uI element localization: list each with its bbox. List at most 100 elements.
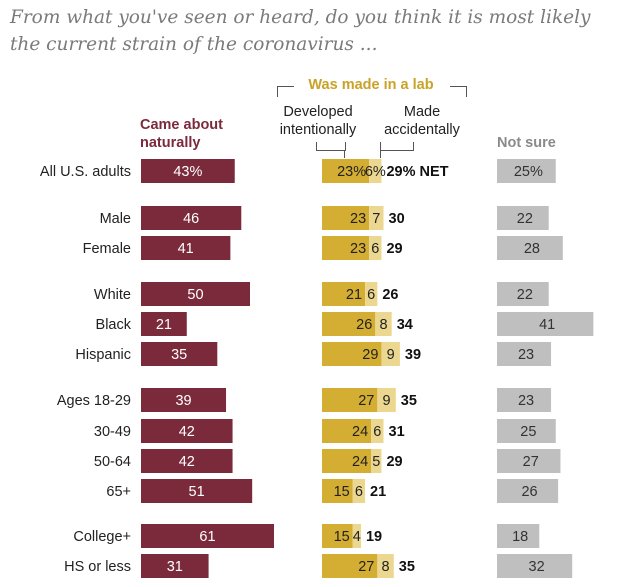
header-developed-intentionally: Developed intentionally	[279, 104, 357, 138]
label-came-about-naturally: 31	[167, 559, 183, 575]
bar-developed-intentionally	[322, 554, 378, 578]
bar-not-sure	[497, 479, 559, 503]
label-not-sure: 22	[517, 211, 533, 227]
label-developed-intentionally: 23	[350, 241, 366, 257]
label-not-sure: 23	[518, 393, 534, 409]
label-came-about-naturally: 51	[189, 484, 205, 500]
label-made-accidentally: 9	[387, 347, 395, 363]
label-not-sure: 41	[539, 317, 555, 333]
label-developed-intentionally: 26	[356, 317, 372, 333]
dev-pointer-stem	[344, 150, 345, 158]
label-made-accidentally: 4	[353, 529, 361, 545]
dev-pointer	[316, 142, 346, 151]
label-developed-intentionally: 24	[352, 454, 368, 470]
label-not-sure: 18	[512, 529, 528, 545]
bar-not-sure	[497, 449, 561, 473]
label-made-accidentally: 8	[379, 317, 387, 333]
bar-made-accidentally	[369, 159, 382, 183]
bar-made-accidentally	[375, 312, 392, 336]
bar-came-about-naturally	[141, 554, 209, 578]
label-not-sure: 23	[518, 347, 534, 363]
category-label: All U.S. adults	[40, 164, 131, 180]
label-developed-intentionally: 23	[350, 211, 366, 227]
label-not-sure: 32	[529, 559, 545, 575]
category-label: Hispanic	[75, 347, 131, 363]
category-label: Ages 18-29	[57, 393, 131, 409]
bar-came-about-naturally	[141, 524, 274, 548]
label-net: 35	[399, 559, 415, 575]
bar-came-about-naturally	[141, 449, 233, 473]
bar-developed-intentionally	[322, 449, 372, 473]
label-made-accidentally: 6	[355, 484, 363, 500]
label-not-sure: 22	[517, 287, 533, 303]
bar-came-about-naturally	[141, 479, 253, 503]
label-made-accidentally: 8	[382, 559, 390, 575]
label-came-about-naturally: 42	[179, 454, 195, 470]
category-label: White	[94, 287, 131, 303]
bar-developed-intentionally	[322, 388, 378, 412]
label-made-accidentally: 6%	[365, 164, 386, 180]
label-net: 39	[405, 347, 421, 363]
bar-developed-intentionally	[322, 419, 372, 443]
bar-not-sure	[497, 524, 540, 548]
bar-came-about-naturally	[141, 159, 235, 183]
label-made-accidentally: 9	[383, 393, 391, 409]
label-came-about-naturally: 50	[187, 287, 203, 303]
category-label: Black	[96, 317, 132, 333]
label-net: 21	[370, 484, 386, 500]
bar-came-about-naturally	[141, 282, 250, 306]
bar-developed-intentionally	[322, 524, 353, 548]
label-developed-intentionally: 15	[334, 529, 350, 545]
label-came-about-naturally: 43%	[173, 164, 202, 180]
label-developed-intentionally: 27	[358, 393, 374, 409]
bar-made-accidentally	[381, 342, 400, 366]
label-developed-intentionally: 23%	[337, 164, 366, 180]
bar-developed-intentionally	[322, 236, 370, 260]
bar-made-accidentally	[352, 479, 366, 503]
label-net: 29	[386, 454, 402, 470]
category-label: College+	[73, 529, 131, 545]
bar-developed-intentionally	[322, 206, 370, 230]
label-developed-intentionally: 29	[362, 347, 378, 363]
label-came-about-naturally: 46	[183, 211, 199, 227]
label-net: 29	[386, 241, 402, 257]
bar-made-accidentally	[371, 449, 382, 473]
bar-came-about-naturally	[141, 419, 233, 443]
bar-made-accidentally	[365, 282, 378, 306]
bar-made-accidentally	[371, 419, 384, 443]
label-came-about-naturally: 39	[175, 393, 191, 409]
bar-not-sure	[497, 236, 563, 260]
bar-came-about-naturally	[141, 388, 227, 412]
bar-developed-intentionally	[322, 342, 382, 366]
label-made-accidentally: 6	[371, 241, 379, 257]
bar-developed-intentionally	[322, 479, 353, 503]
header-came-about-naturally: Came about naturally	[140, 117, 223, 151]
label-net: 19	[366, 529, 382, 545]
label-developed-intentionally: 24	[352, 424, 368, 440]
category-label: Female	[83, 241, 131, 257]
category-label: Male	[100, 211, 131, 227]
label-not-sure: 25	[520, 424, 536, 440]
bar-developed-intentionally	[322, 159, 370, 183]
category-label: 50-64	[94, 454, 131, 470]
label-not-sure: 27	[523, 454, 539, 470]
bar-came-about-naturally	[141, 206, 242, 230]
label-net: 26	[382, 287, 398, 303]
acc-pointer-stem	[380, 150, 381, 158]
header-was-made-in-a-lab: Was made in a lab	[308, 77, 434, 93]
bar-not-sure	[497, 159, 556, 183]
label-net: 31	[389, 424, 405, 440]
category-label: 65+	[106, 484, 131, 500]
bar-not-sure	[497, 419, 556, 443]
label-came-about-naturally: 35	[171, 347, 187, 363]
bar-came-about-naturally	[141, 342, 218, 366]
label-developed-intentionally: 21	[346, 287, 362, 303]
lab-bracket-right	[450, 86, 467, 97]
bar-made-accidentally	[352, 524, 361, 548]
label-made-accidentally: 6	[367, 287, 375, 303]
label-not-sure: 26	[521, 484, 537, 500]
category-label: 30-49	[94, 424, 131, 440]
bar-came-about-naturally	[141, 312, 187, 336]
label-net: 29% NET	[386, 164, 448, 180]
